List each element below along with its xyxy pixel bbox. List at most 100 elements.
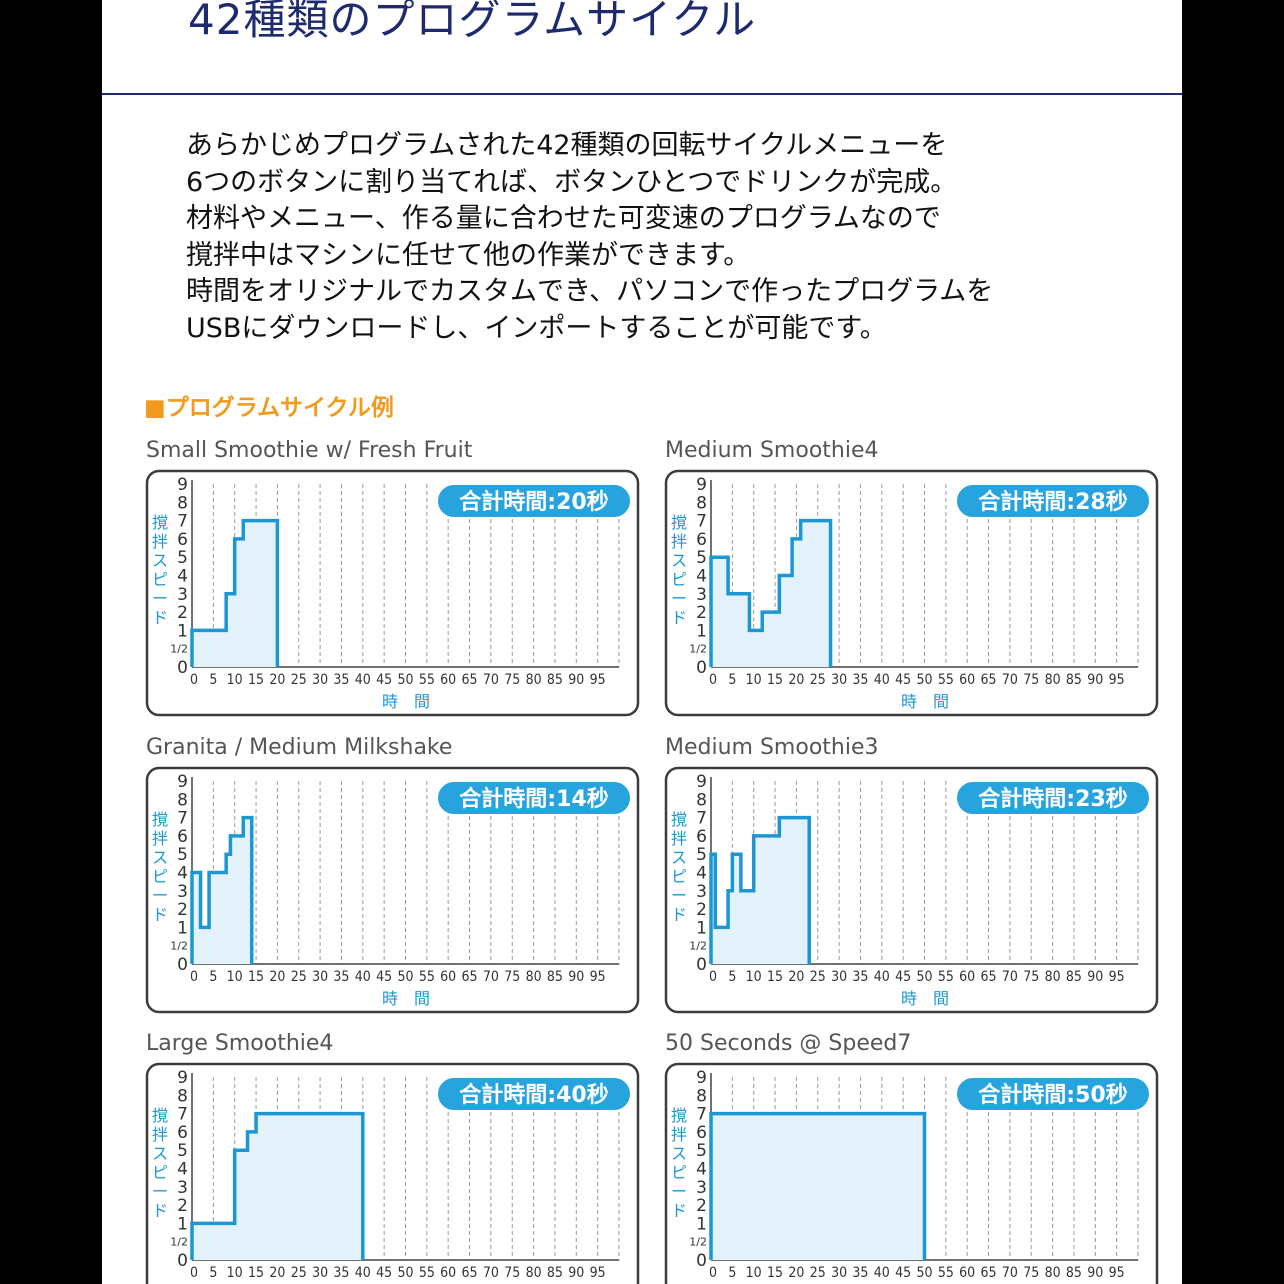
- x-tick-label: 35: [852, 672, 868, 688]
- x-tick-label: 35: [333, 969, 349, 985]
- y-tick-label: 6: [177, 827, 188, 847]
- y-tick-label: 1/2: [170, 940, 188, 953]
- y-tick-label: 1: [177, 918, 188, 938]
- x-axis-label: 時 間: [382, 989, 430, 1008]
- speed-area: [711, 1113, 925, 1260]
- y-tick-label: 6: [696, 1123, 707, 1143]
- x-tick-label: 65: [981, 969, 997, 985]
- x-tick-label: 95: [1109, 672, 1125, 688]
- x-tick-label: 10: [746, 672, 762, 688]
- y-tick-label: 1/2: [689, 940, 707, 953]
- x-tick-label: 20: [788, 969, 804, 985]
- intro-line: あらかじめプログラムされた42種類の回転サイクルメニューを: [186, 130, 948, 161]
- y-tick-label: 4: [177, 1160, 188, 1180]
- x-tick-label: 80: [1045, 1265, 1061, 1281]
- x-tick-label: 50: [916, 1265, 932, 1281]
- y-tick-label: 9: [696, 1068, 707, 1088]
- x-tick-label: 90: [568, 969, 584, 985]
- x-tick-label: 45: [376, 672, 392, 688]
- x-tick-label: 35: [333, 672, 349, 688]
- y-tick-label: 4: [177, 567, 188, 587]
- x-tick-label: 45: [895, 969, 911, 985]
- x-tick-label: 55: [419, 672, 435, 688]
- chart-title: Medium Smoothie4: [665, 438, 879, 463]
- y-tick-label: 1: [696, 918, 707, 938]
- x-tick-label: 90: [568, 672, 584, 688]
- x-tick-label: 30: [831, 969, 847, 985]
- x-tick-label: 55: [938, 969, 954, 985]
- x-tick-label: 20: [269, 1265, 285, 1281]
- x-tick-label: 90: [1087, 1265, 1103, 1281]
- y-tick-label: 0: [177, 658, 188, 678]
- y-tick-label: 0: [177, 955, 188, 975]
- x-tick-label: 60: [959, 672, 975, 688]
- speed-line: [709, 1111, 927, 1260]
- x-tick-label: 65: [981, 1265, 997, 1281]
- section-heading: ■プログラムサイクル例: [144, 395, 394, 421]
- x-tick-label: 75: [504, 1265, 520, 1281]
- x-tick-label: 45: [376, 969, 392, 985]
- x-tick-label: 75: [1023, 672, 1039, 688]
- x-tick-label: 20: [788, 672, 804, 688]
- y-tick-label: 3: [696, 585, 707, 605]
- intro-line: 6つのボタンに割り当てれば、ボタンひとつでドリンクが完成。: [186, 166, 958, 198]
- x-tick-label: 85: [547, 1265, 563, 1281]
- speed-line: [709, 815, 811, 964]
- x-tick-label: 80: [526, 969, 542, 985]
- x-tick-label: 70: [1002, 672, 1018, 688]
- x-tick-label: 45: [376, 1265, 392, 1281]
- x-tick-label: 30: [831, 672, 847, 688]
- x-tick-label: 80: [1045, 672, 1061, 688]
- y-tick-label: 1/2: [170, 643, 188, 656]
- x-tick-label: 75: [1023, 1265, 1039, 1281]
- x-tick-label: 60: [959, 1265, 975, 1281]
- total-time-label: 合計時間:40秒: [459, 1082, 608, 1108]
- x-tick-label: 0: [190, 672, 198, 688]
- x-tick-label: 35: [852, 1265, 868, 1281]
- x-tick-label: 0: [709, 1265, 717, 1281]
- total-time-badge: 合計時間:23秒: [955, 780, 1151, 816]
- x-tick-label: 5: [209, 1265, 217, 1281]
- x-tick-label: 0: [709, 969, 717, 985]
- x-tick-label: 15: [248, 672, 264, 688]
- total-time-label: 合計時間:14秒: [459, 786, 608, 812]
- intro-line: USBにダウンロードし、インポートすることが可能です。: [186, 312, 887, 344]
- y-tick-label: 1/2: [689, 1236, 707, 1249]
- x-tick-label: 85: [1066, 1265, 1082, 1281]
- x-tick-label: 45: [895, 1265, 911, 1281]
- x-tick-label: 50: [397, 1265, 413, 1281]
- x-tick-label: 80: [526, 672, 542, 688]
- x-tick-label: 35: [852, 969, 868, 985]
- speed-area: [711, 817, 810, 964]
- x-axis-label: 時 間: [901, 989, 949, 1008]
- x-tick-label: 65: [462, 969, 478, 985]
- total-time-label: 合計時間:23秒: [978, 786, 1127, 812]
- y-tick-label: 2: [696, 900, 707, 920]
- x-tick-label: 55: [938, 1265, 954, 1281]
- speed-line: [190, 518, 280, 667]
- chart-title: Medium Smoothie3: [665, 735, 879, 760]
- x-tick-label: 70: [1002, 969, 1018, 985]
- x-tick-label: 60: [440, 672, 456, 688]
- total-time-badge: 合計時間:50秒: [955, 1076, 1151, 1112]
- x-axis-label: 時 間: [382, 692, 430, 711]
- x-tick-label: 25: [291, 1265, 307, 1281]
- x-tick-label: 25: [291, 672, 307, 688]
- x-tick-label: 40: [874, 1265, 890, 1281]
- x-tick-label: 90: [1087, 969, 1103, 985]
- y-tick-label: 9: [696, 475, 707, 495]
- y-tick-label: 1: [177, 1214, 188, 1234]
- x-tick-label: 60: [440, 1265, 456, 1281]
- page-title: 42種類のプログラムサイクル: [188, 0, 757, 44]
- total-time-badge: 合計時間:14秒: [436, 780, 632, 816]
- x-tick-label: 85: [547, 672, 563, 688]
- x-tick-label: 65: [981, 672, 997, 688]
- x-tick-label: 85: [1066, 672, 1082, 688]
- y-axis-label: 撹拌スピード: [152, 513, 168, 627]
- x-tick-label: 5: [209, 672, 217, 688]
- x-tick-label: 15: [248, 1265, 264, 1281]
- x-tick-label: 0: [709, 672, 717, 688]
- x-tick-label: 65: [462, 672, 478, 688]
